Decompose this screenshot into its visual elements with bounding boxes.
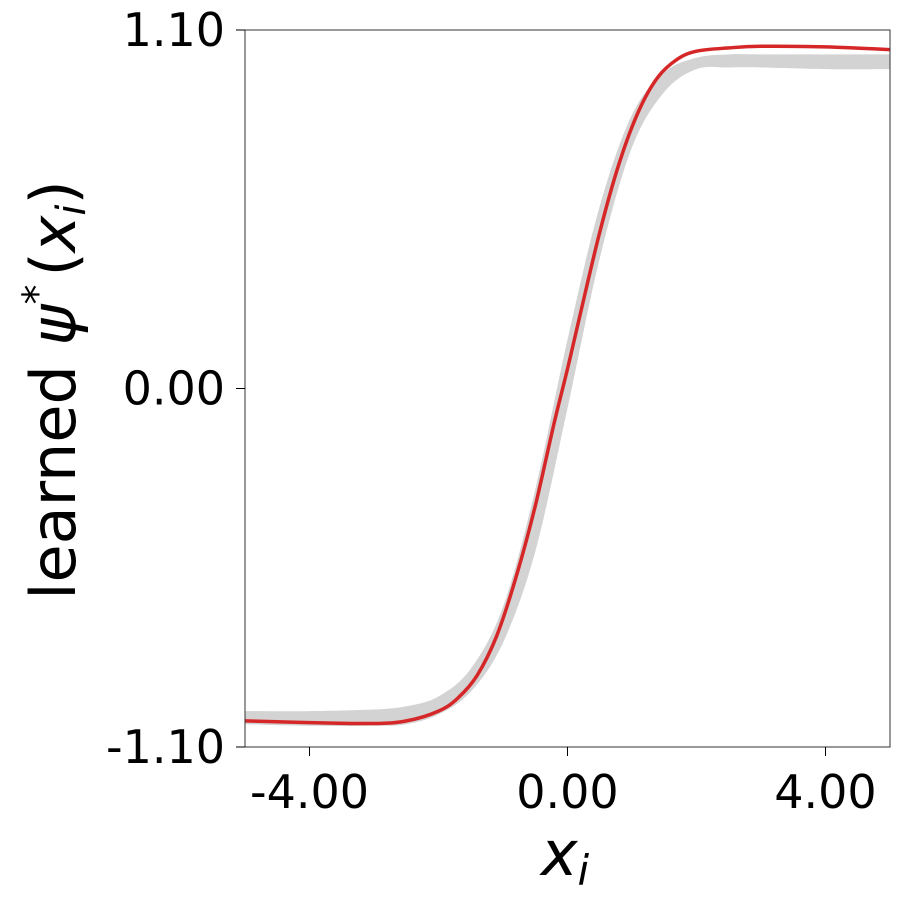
y-axis-title-prefix: learned xyxy=(17,345,90,599)
y-axis-title-close-paren: ) xyxy=(17,180,90,204)
y-axis-title-star: * xyxy=(15,285,61,305)
series-layer xyxy=(245,44,890,727)
x-axis-title-main: x xyxy=(539,817,579,890)
y-axis: -1.10 0.00 1.10 xyxy=(106,3,245,774)
y-tick-label: 1.10 xyxy=(123,3,225,57)
y-axis-title-psi: ψ xyxy=(17,303,90,345)
x-axis-title: xi xyxy=(539,817,590,895)
confidence-band xyxy=(245,54,890,727)
y-axis-title-open-paren: ( xyxy=(17,252,90,276)
y-axis-title: learned ψ* (xi) xyxy=(15,180,95,599)
y-tick-label: -1.10 xyxy=(106,720,225,774)
y-tick-label: 0.00 xyxy=(123,362,225,416)
x-tick-label: -4.00 xyxy=(250,765,369,819)
x-axis-title-subscript: i xyxy=(578,846,590,895)
y-axis-title-var: x xyxy=(17,214,90,254)
x-axis: -4.00 0.00 4.00 xyxy=(250,747,877,819)
y-axis-title-subscript: i xyxy=(49,204,95,215)
x-tick-label: 0.00 xyxy=(516,765,618,819)
x-tick-label: 4.00 xyxy=(774,765,876,819)
plot-area xyxy=(244,29,891,748)
learned-curve-line xyxy=(245,44,890,726)
